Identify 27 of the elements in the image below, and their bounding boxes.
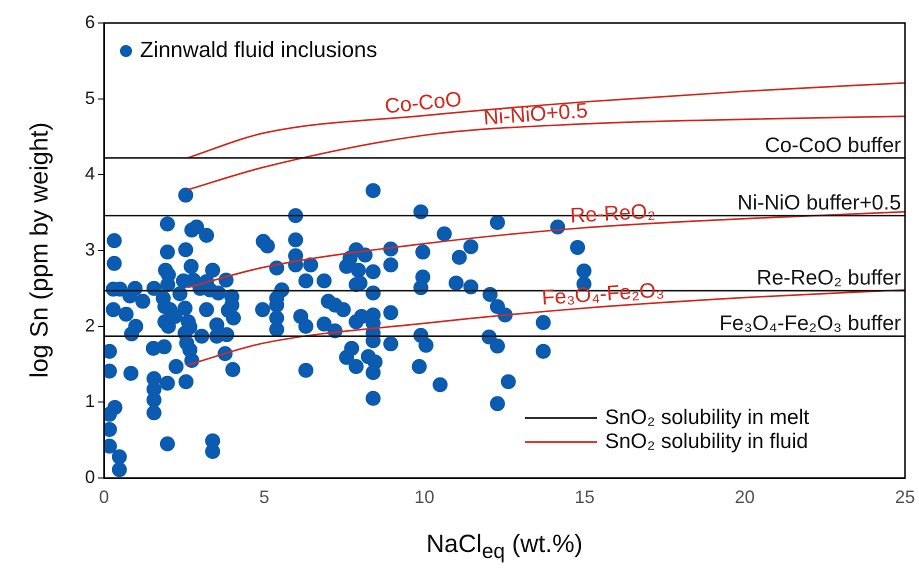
x-tick-label: 10 [414, 486, 434, 507]
x-tick-label: 5 [259, 486, 270, 507]
y-tick-label: 2 [84, 315, 95, 336]
annotation: Co-CoO buffer [764, 134, 902, 157]
x-tick-label: 25 [894, 486, 916, 507]
y-tick-label: 4 [84, 164, 95, 184]
y-tick-label: 6 [84, 12, 95, 32]
annotation: Co-CoO [384, 88, 463, 118]
x-tick-label: 15 [574, 486, 595, 507]
y-tick-label: 3 [84, 239, 95, 260]
legend-label: SnO₂ solubility in melt [605, 406, 810, 429]
annotation: Fe₃O₄-Fe₂O₃ buffer [719, 312, 902, 336]
annotation: Re-ReO₂ buffer [756, 266, 902, 290]
y-axis-title: log Sn (ppm by weight) [26, 122, 54, 378]
y-tick-label: 1 [84, 391, 95, 412]
x-axis-title: NaCl$_{eq}$ (wt.%) [425, 530, 584, 564]
y-tick-label: 0 [84, 466, 95, 487]
legend-label: Zinnwald fluid inclusions [140, 37, 378, 62]
annotation: Ni-NiO buffer+0.5 [737, 192, 902, 215]
annotation: Ni-NiO+0.5 [482, 99, 588, 130]
annotation: Re-ReO₂ [570, 200, 656, 228]
legend-label: SnO₂ solubility in fluid [605, 430, 808, 453]
x-tick-label: 0 [98, 486, 110, 507]
x-tick-label: 20 [734, 486, 755, 507]
line-series [186, 82, 905, 159]
y-tick-label: 5 [84, 88, 95, 108]
annotation: Fe₃O₄-Fe₂O₃ [541, 278, 665, 310]
